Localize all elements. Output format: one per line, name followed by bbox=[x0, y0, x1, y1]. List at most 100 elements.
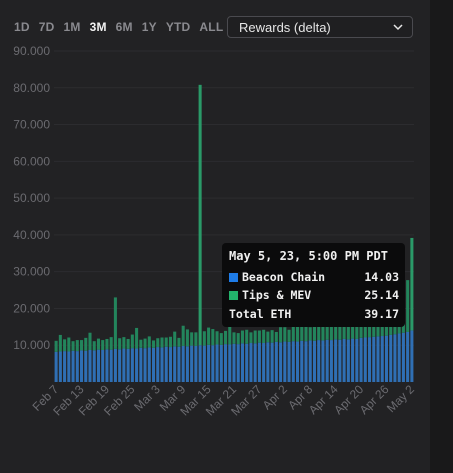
bar-beacon-chain bbox=[296, 341, 300, 382]
bar-tips-mev bbox=[325, 322, 329, 340]
bar-tips-mev bbox=[173, 331, 177, 347]
bar-tips-mev bbox=[80, 340, 84, 351]
bar-beacon-chain bbox=[211, 345, 215, 382]
bar-tips-mev bbox=[317, 323, 321, 341]
bar-tips-mev bbox=[135, 327, 139, 349]
bar-tips-mev bbox=[279, 327, 283, 343]
range-3m[interactable]: 3M bbox=[89, 20, 107, 34]
bar-beacon-chain bbox=[88, 350, 92, 382]
metric-dropdown[interactable]: Rewards (delta) bbox=[227, 16, 413, 38]
bar-tips-mev bbox=[249, 332, 253, 344]
bar-tips-mev bbox=[245, 329, 249, 344]
bar-tips-mev bbox=[321, 323, 325, 341]
bar-tips-mev bbox=[283, 327, 287, 342]
bar-tips-mev bbox=[406, 280, 410, 332]
bar-tips-mev bbox=[63, 339, 67, 352]
bar-beacon-chain bbox=[359, 337, 363, 382]
tooltip-tips-label: Tips & MEV bbox=[242, 288, 312, 302]
bar-beacon-chain bbox=[135, 348, 139, 382]
bar-beacon-chain bbox=[334, 339, 338, 382]
y-tick-label: 10.000 bbox=[13, 338, 50, 352]
bar-beacon-chain bbox=[215, 344, 219, 382]
bar-beacon-chain bbox=[126, 348, 130, 382]
bar-beacon-chain bbox=[122, 348, 126, 382]
bar-tips-mev bbox=[109, 337, 113, 350]
bar-beacon-chain bbox=[173, 346, 177, 382]
y-tick-label: 50.000 bbox=[13, 191, 50, 205]
range-1m[interactable]: 1M bbox=[63, 20, 81, 34]
x-tick-label: Apr 2 bbox=[260, 382, 290, 412]
range-all[interactable]: ALL bbox=[199, 20, 224, 34]
bar-beacon-chain bbox=[236, 344, 240, 382]
bar-tips-mev bbox=[312, 326, 316, 341]
tooltip-total-label: Total ETH bbox=[229, 307, 292, 321]
range-1d[interactable]: 1D bbox=[14, 20, 30, 34]
chevron-down-icon bbox=[393, 24, 403, 31]
bar-tips-mev bbox=[338, 325, 342, 340]
bar-tips-mev bbox=[372, 317, 376, 337]
bar-tips-mev bbox=[185, 329, 189, 347]
metric-dropdown-value: Rewards (delta) bbox=[239, 20, 331, 35]
bar-tips-mev bbox=[113, 297, 117, 349]
bar-beacon-chain bbox=[363, 337, 367, 382]
tooltip-beacon-value: 14.03 bbox=[364, 270, 399, 284]
bar-tips-mev bbox=[96, 338, 100, 350]
blue-square-icon bbox=[229, 273, 238, 282]
bar-beacon-chain bbox=[240, 343, 244, 382]
bar-beacon-chain bbox=[181, 345, 185, 382]
range-1y[interactable]: 1Y bbox=[141, 20, 157, 34]
bar-beacon-chain bbox=[202, 345, 206, 382]
bar-beacon-chain bbox=[139, 347, 143, 382]
bar-beacon-chain bbox=[228, 344, 232, 382]
bar-beacon-chain bbox=[168, 347, 172, 382]
bar-beacon-chain bbox=[63, 351, 67, 382]
bar-beacon-chain bbox=[376, 336, 380, 382]
bar-tips-mev bbox=[266, 331, 270, 343]
bar-beacon-chain bbox=[198, 345, 202, 382]
bar-beacon-chain bbox=[368, 337, 372, 382]
x-tick-label: Mar 3 bbox=[131, 382, 163, 414]
bar-beacon-chain bbox=[194, 345, 198, 382]
range-ytd[interactable]: YTD bbox=[165, 20, 191, 34]
y-tick-label: 30.000 bbox=[13, 265, 50, 279]
bar-beacon-chain bbox=[262, 343, 266, 382]
bar-tips-mev bbox=[177, 337, 181, 347]
bar-beacon-chain bbox=[351, 338, 355, 382]
green-square-icon bbox=[229, 291, 238, 300]
range-6m[interactable]: 6M bbox=[115, 20, 133, 34]
bar-tips-mev bbox=[363, 316, 367, 338]
bar-beacon-chain bbox=[190, 345, 194, 382]
bar-tips-mev bbox=[168, 336, 172, 348]
bar-tips-mev bbox=[84, 337, 88, 351]
tooltip-row-beacon: Beacon Chain 14.03 bbox=[229, 270, 399, 284]
bar-beacon-chain bbox=[397, 333, 401, 382]
bar-beacon-chain bbox=[245, 343, 249, 382]
bar-beacon-chain bbox=[101, 350, 105, 382]
bar-tips-mev bbox=[67, 337, 71, 352]
bar-beacon-chain bbox=[279, 342, 283, 382]
tooltip-beacon-label: Beacon Chain bbox=[242, 270, 326, 284]
bar-tips-mev bbox=[190, 332, 194, 346]
x-tick-label: May 2 bbox=[384, 382, 417, 415]
bar-beacon-chain bbox=[156, 347, 160, 382]
bar-beacon-chain bbox=[224, 344, 228, 382]
bar-beacon-chain bbox=[232, 343, 236, 382]
bar-beacon-chain bbox=[393, 334, 397, 382]
bar-tips-mev bbox=[92, 341, 96, 351]
bar-beacon-chain bbox=[329, 340, 333, 382]
bar-beacon-chain bbox=[401, 332, 405, 382]
bar-beacon-chain bbox=[291, 341, 295, 382]
bar-beacon-chain bbox=[406, 331, 410, 382]
range-7d[interactable]: 7D bbox=[38, 20, 55, 34]
bar-beacon-chain bbox=[54, 351, 58, 382]
bar-beacon-chain bbox=[274, 341, 278, 382]
bar-tips-mev bbox=[101, 340, 105, 351]
bar-tips-mev bbox=[236, 333, 240, 345]
bar-tips-mev bbox=[296, 326, 300, 342]
bar-beacon-chain bbox=[389, 334, 393, 382]
bar-tips-mev bbox=[54, 340, 58, 352]
bar-tips-mev bbox=[164, 337, 168, 347]
bar-tips-mev bbox=[287, 329, 291, 342]
bar-beacon-chain bbox=[300, 340, 304, 382]
bar-beacon-chain bbox=[105, 349, 109, 382]
